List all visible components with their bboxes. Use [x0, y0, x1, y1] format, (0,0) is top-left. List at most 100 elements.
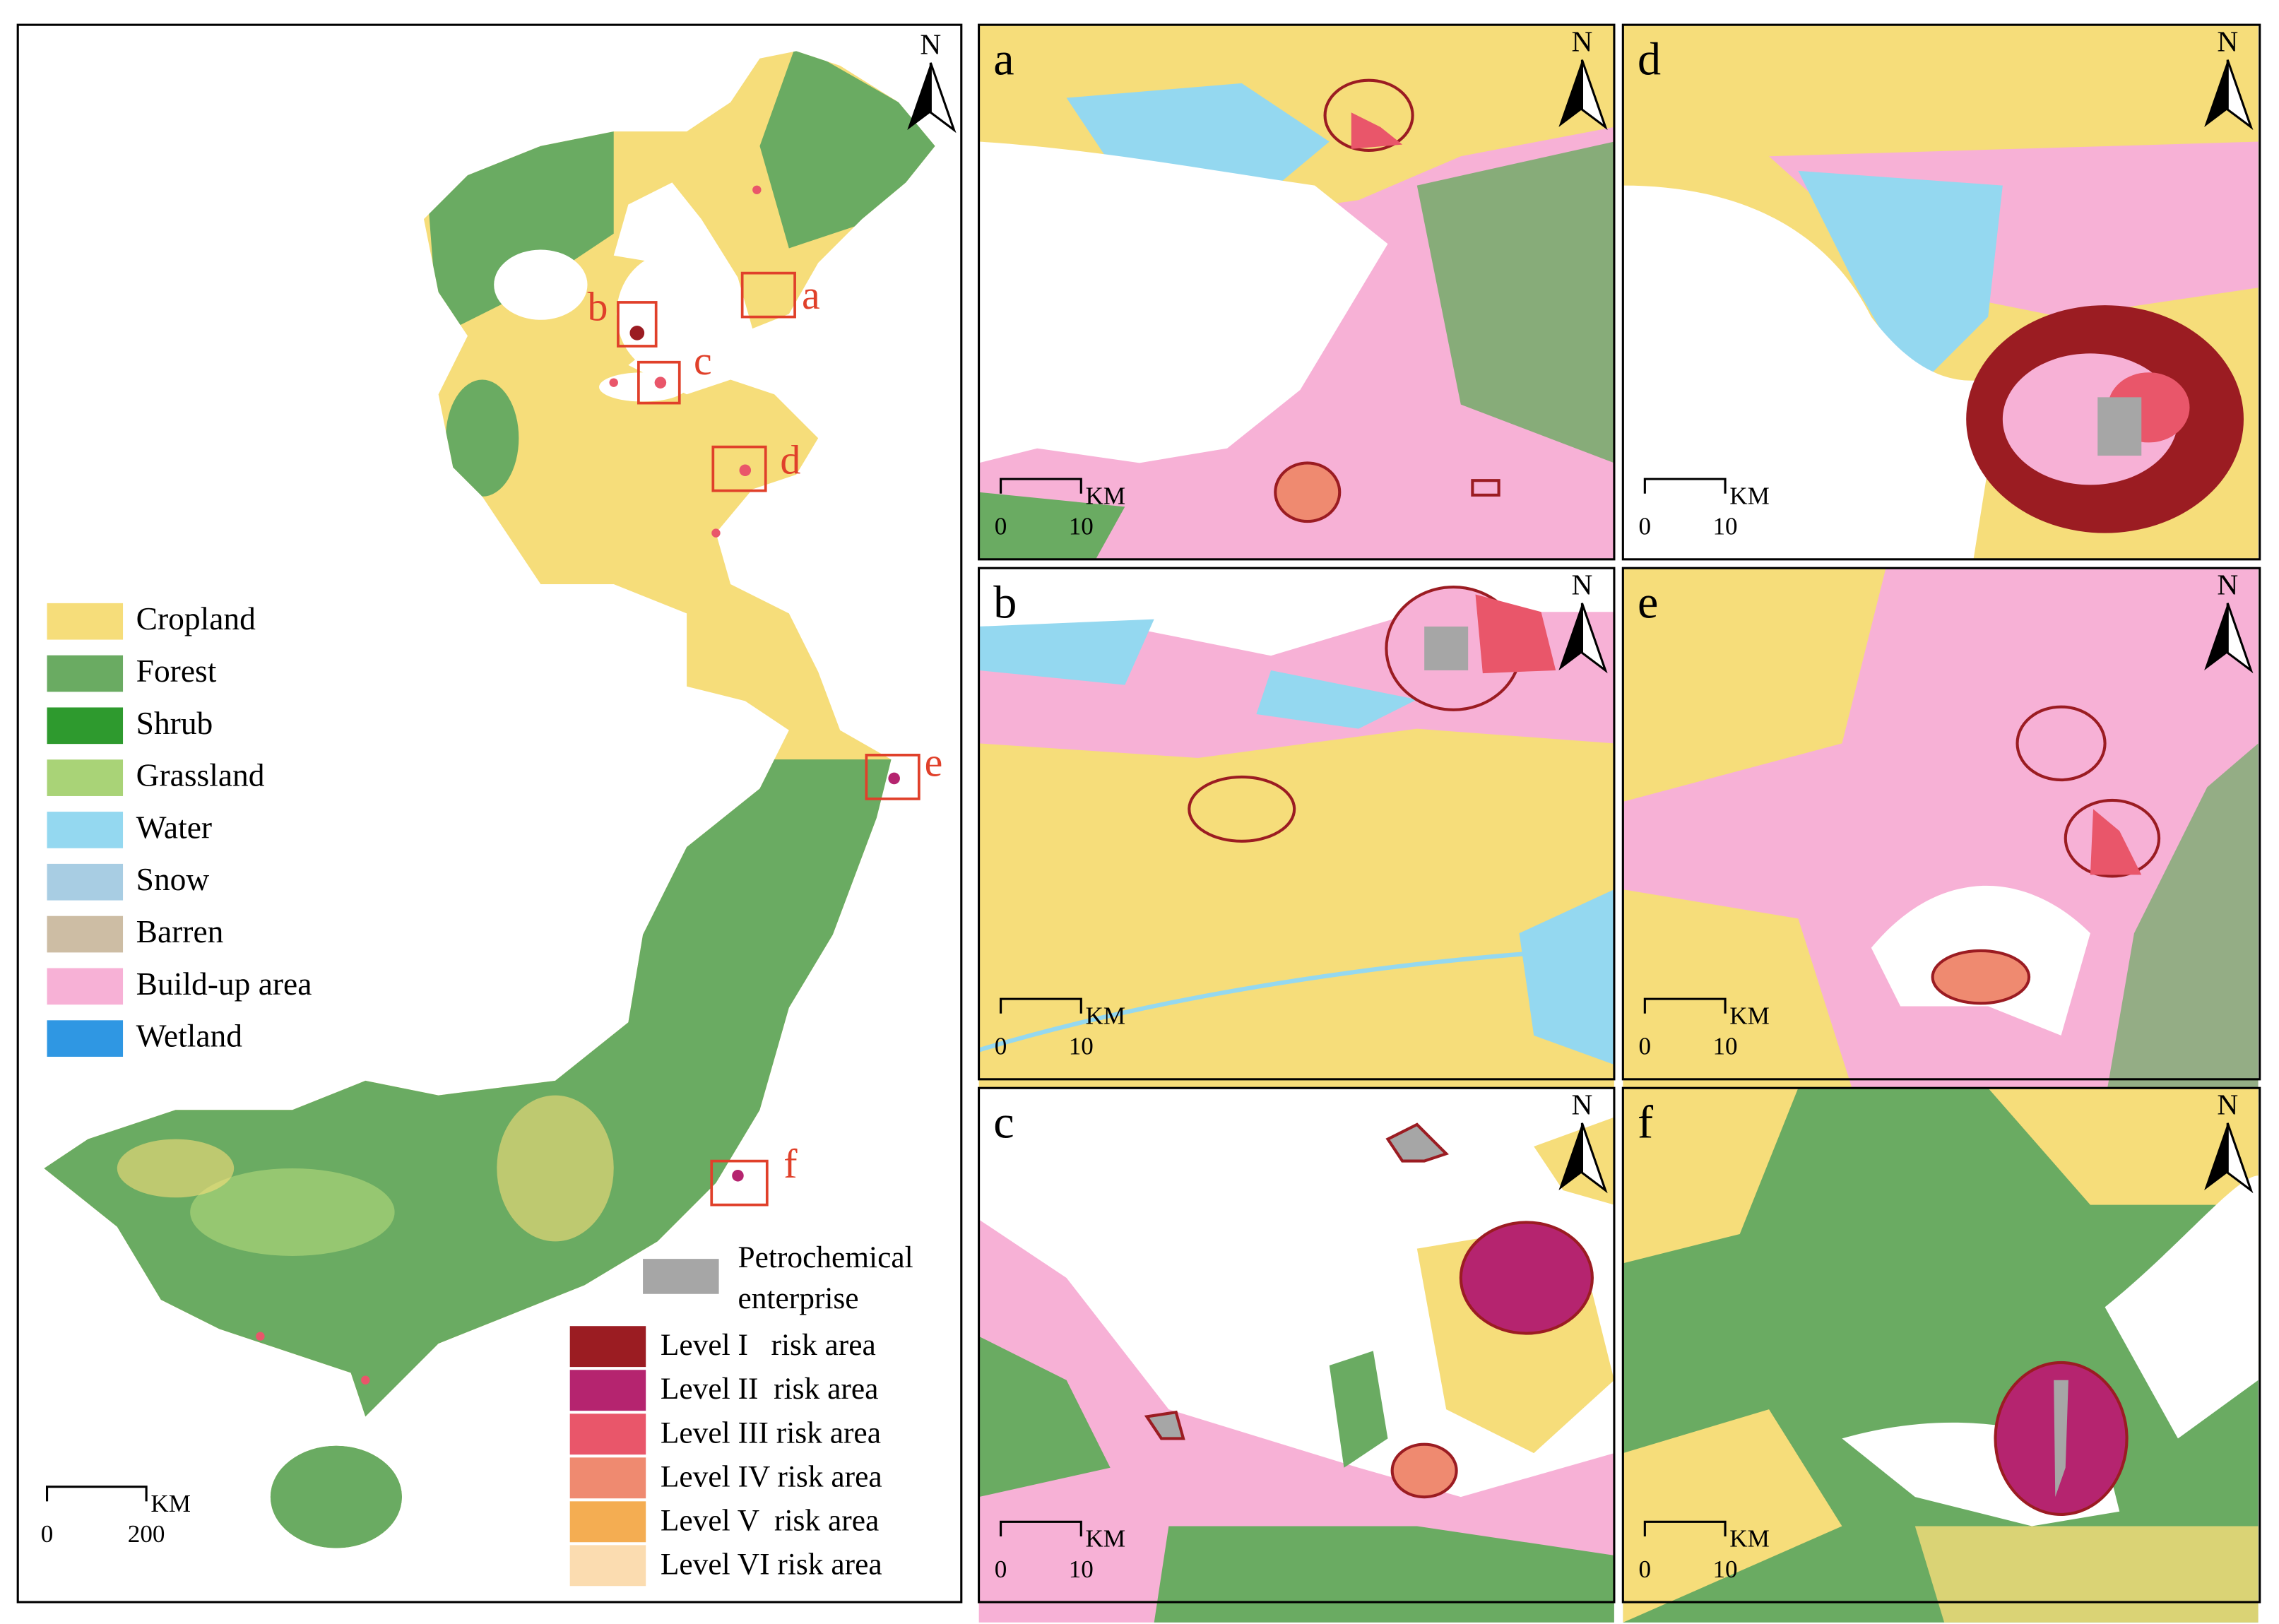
- north-label: N: [2217, 1088, 2238, 1120]
- legend-label: Shrub: [136, 705, 213, 741]
- legend-label: Wetland: [136, 1018, 243, 1054]
- scale-bar: [1643, 997, 1727, 1014]
- north-arrow: [1580, 1122, 1608, 1194]
- legend-swatch: [643, 1259, 719, 1294]
- scale-unit: KM: [1729, 482, 1770, 509]
- scale-tick-label: 10: [1069, 513, 1094, 540]
- legend-label: enterprise: [738, 1281, 858, 1315]
- scale-bar: [1643, 478, 1727, 494]
- scale-bar: [1643, 1520, 1727, 1536]
- panel-frame: [978, 23, 1616, 561]
- legend-label: Snow: [136, 861, 210, 897]
- legend-swatch: [569, 1457, 646, 1499]
- scale-bar: [1000, 997, 1082, 1014]
- north-arrow: [2226, 59, 2254, 131]
- legend-label: Level II risk area: [661, 1372, 879, 1406]
- scale-bar: [1000, 478, 1082, 494]
- north-arrow: [1558, 1122, 1582, 1190]
- panel-label: e: [1638, 577, 1658, 629]
- north-label: N: [1572, 1088, 1593, 1120]
- panel-label: a: [993, 33, 1014, 85]
- panel-frame: [978, 567, 1616, 1081]
- legend-swatch: [47, 655, 124, 692]
- scale-tick-label: 0: [995, 513, 1007, 540]
- legend-label: Level IV risk area: [661, 1459, 882, 1493]
- legend-swatch: [47, 915, 124, 953]
- scale-tick-label: 0: [1639, 513, 1652, 540]
- scale-unit: KM: [1729, 1524, 1770, 1552]
- inset-box: [865, 754, 921, 800]
- legend-label: Barren: [136, 913, 224, 949]
- legend-label: Water: [136, 809, 212, 845]
- inset-label: b: [588, 284, 608, 330]
- panel-label: d: [1638, 33, 1661, 85]
- north-arrow: [2226, 1122, 2254, 1194]
- legend-label: Level V risk area: [661, 1503, 879, 1537]
- legend-swatch: [569, 1545, 646, 1587]
- legend-label: Cropland: [136, 600, 256, 636]
- north-arrow: [2204, 603, 2228, 670]
- scale-unit: KM: [1086, 482, 1126, 509]
- north-label: N: [2217, 568, 2238, 600]
- scale-bar: [1000, 1520, 1082, 1536]
- legend-label: Grassland: [136, 757, 265, 793]
- north-arrow: [929, 62, 957, 134]
- north-label: N: [920, 28, 941, 60]
- scale-unit: KM: [150, 1490, 191, 1517]
- scale-unit: KM: [1086, 1002, 1126, 1029]
- north-arrow: [907, 62, 931, 131]
- north-arrow: [1558, 603, 1582, 670]
- north-label: N: [1572, 25, 1593, 57]
- scale-tick-label: 10: [1069, 1033, 1094, 1060]
- north-label: N: [2217, 25, 2238, 57]
- scale-bar: [45, 1486, 148, 1502]
- inset-box: [740, 271, 796, 319]
- legend-swatch: [569, 1413, 646, 1455]
- main-map-frame: [16, 23, 963, 1604]
- legend-swatch: [47, 759, 124, 796]
- panel-label: b: [993, 577, 1017, 629]
- north-arrow: [2204, 1122, 2228, 1190]
- north-label: N: [1572, 568, 1593, 600]
- scale-tick-label: 0: [995, 1555, 1007, 1583]
- inset-box: [711, 445, 767, 492]
- legend-label: Build-up area: [136, 966, 312, 1002]
- scale-unit: KM: [1729, 1002, 1770, 1029]
- legend-swatch: [47, 707, 124, 745]
- scale-tick-label: 10: [1712, 1033, 1737, 1060]
- legend-label: Level I risk area: [661, 1328, 876, 1362]
- legend-swatch: [47, 968, 124, 1005]
- scale-tick-label: 0: [1639, 1555, 1652, 1583]
- legend-label: Petrochemical: [738, 1240, 913, 1274]
- north-arrow: [2226, 603, 2254, 674]
- legend-label: Forest: [136, 653, 217, 689]
- inset-box: [637, 360, 681, 405]
- legend-swatch: [47, 863, 124, 901]
- panel-frame: [1621, 567, 2261, 1081]
- scale-tick-label: 200: [128, 1520, 165, 1548]
- legend-label: Level VI risk area: [661, 1547, 882, 1581]
- north-arrow: [2204, 59, 2228, 127]
- legend-label: Level III risk area: [661, 1416, 881, 1450]
- inset-label: a: [802, 272, 820, 318]
- north-arrow: [1558, 59, 1582, 127]
- legend-swatch: [47, 603, 124, 640]
- legend-swatch: [569, 1326, 646, 1368]
- panel-frame: [978, 1086, 1616, 1604]
- scale-tick-label: 10: [1712, 513, 1737, 540]
- inset-box: [710, 1159, 769, 1207]
- north-arrow: [1580, 59, 1608, 131]
- scale-tick-label: 10: [1069, 1555, 1094, 1583]
- legend-swatch: [569, 1501, 646, 1543]
- panel-label: f: [1638, 1097, 1654, 1149]
- legend-swatch: [47, 1020, 124, 1057]
- scale-unit: KM: [1086, 1524, 1126, 1552]
- inset-label: d: [780, 437, 800, 483]
- legend-swatch: [569, 1370, 646, 1411]
- scale-tick-label: 0: [1639, 1033, 1652, 1060]
- inset-label: f: [783, 1141, 798, 1187]
- panel-label: c: [993, 1097, 1014, 1149]
- scale-tick-label: 0: [995, 1033, 1007, 1060]
